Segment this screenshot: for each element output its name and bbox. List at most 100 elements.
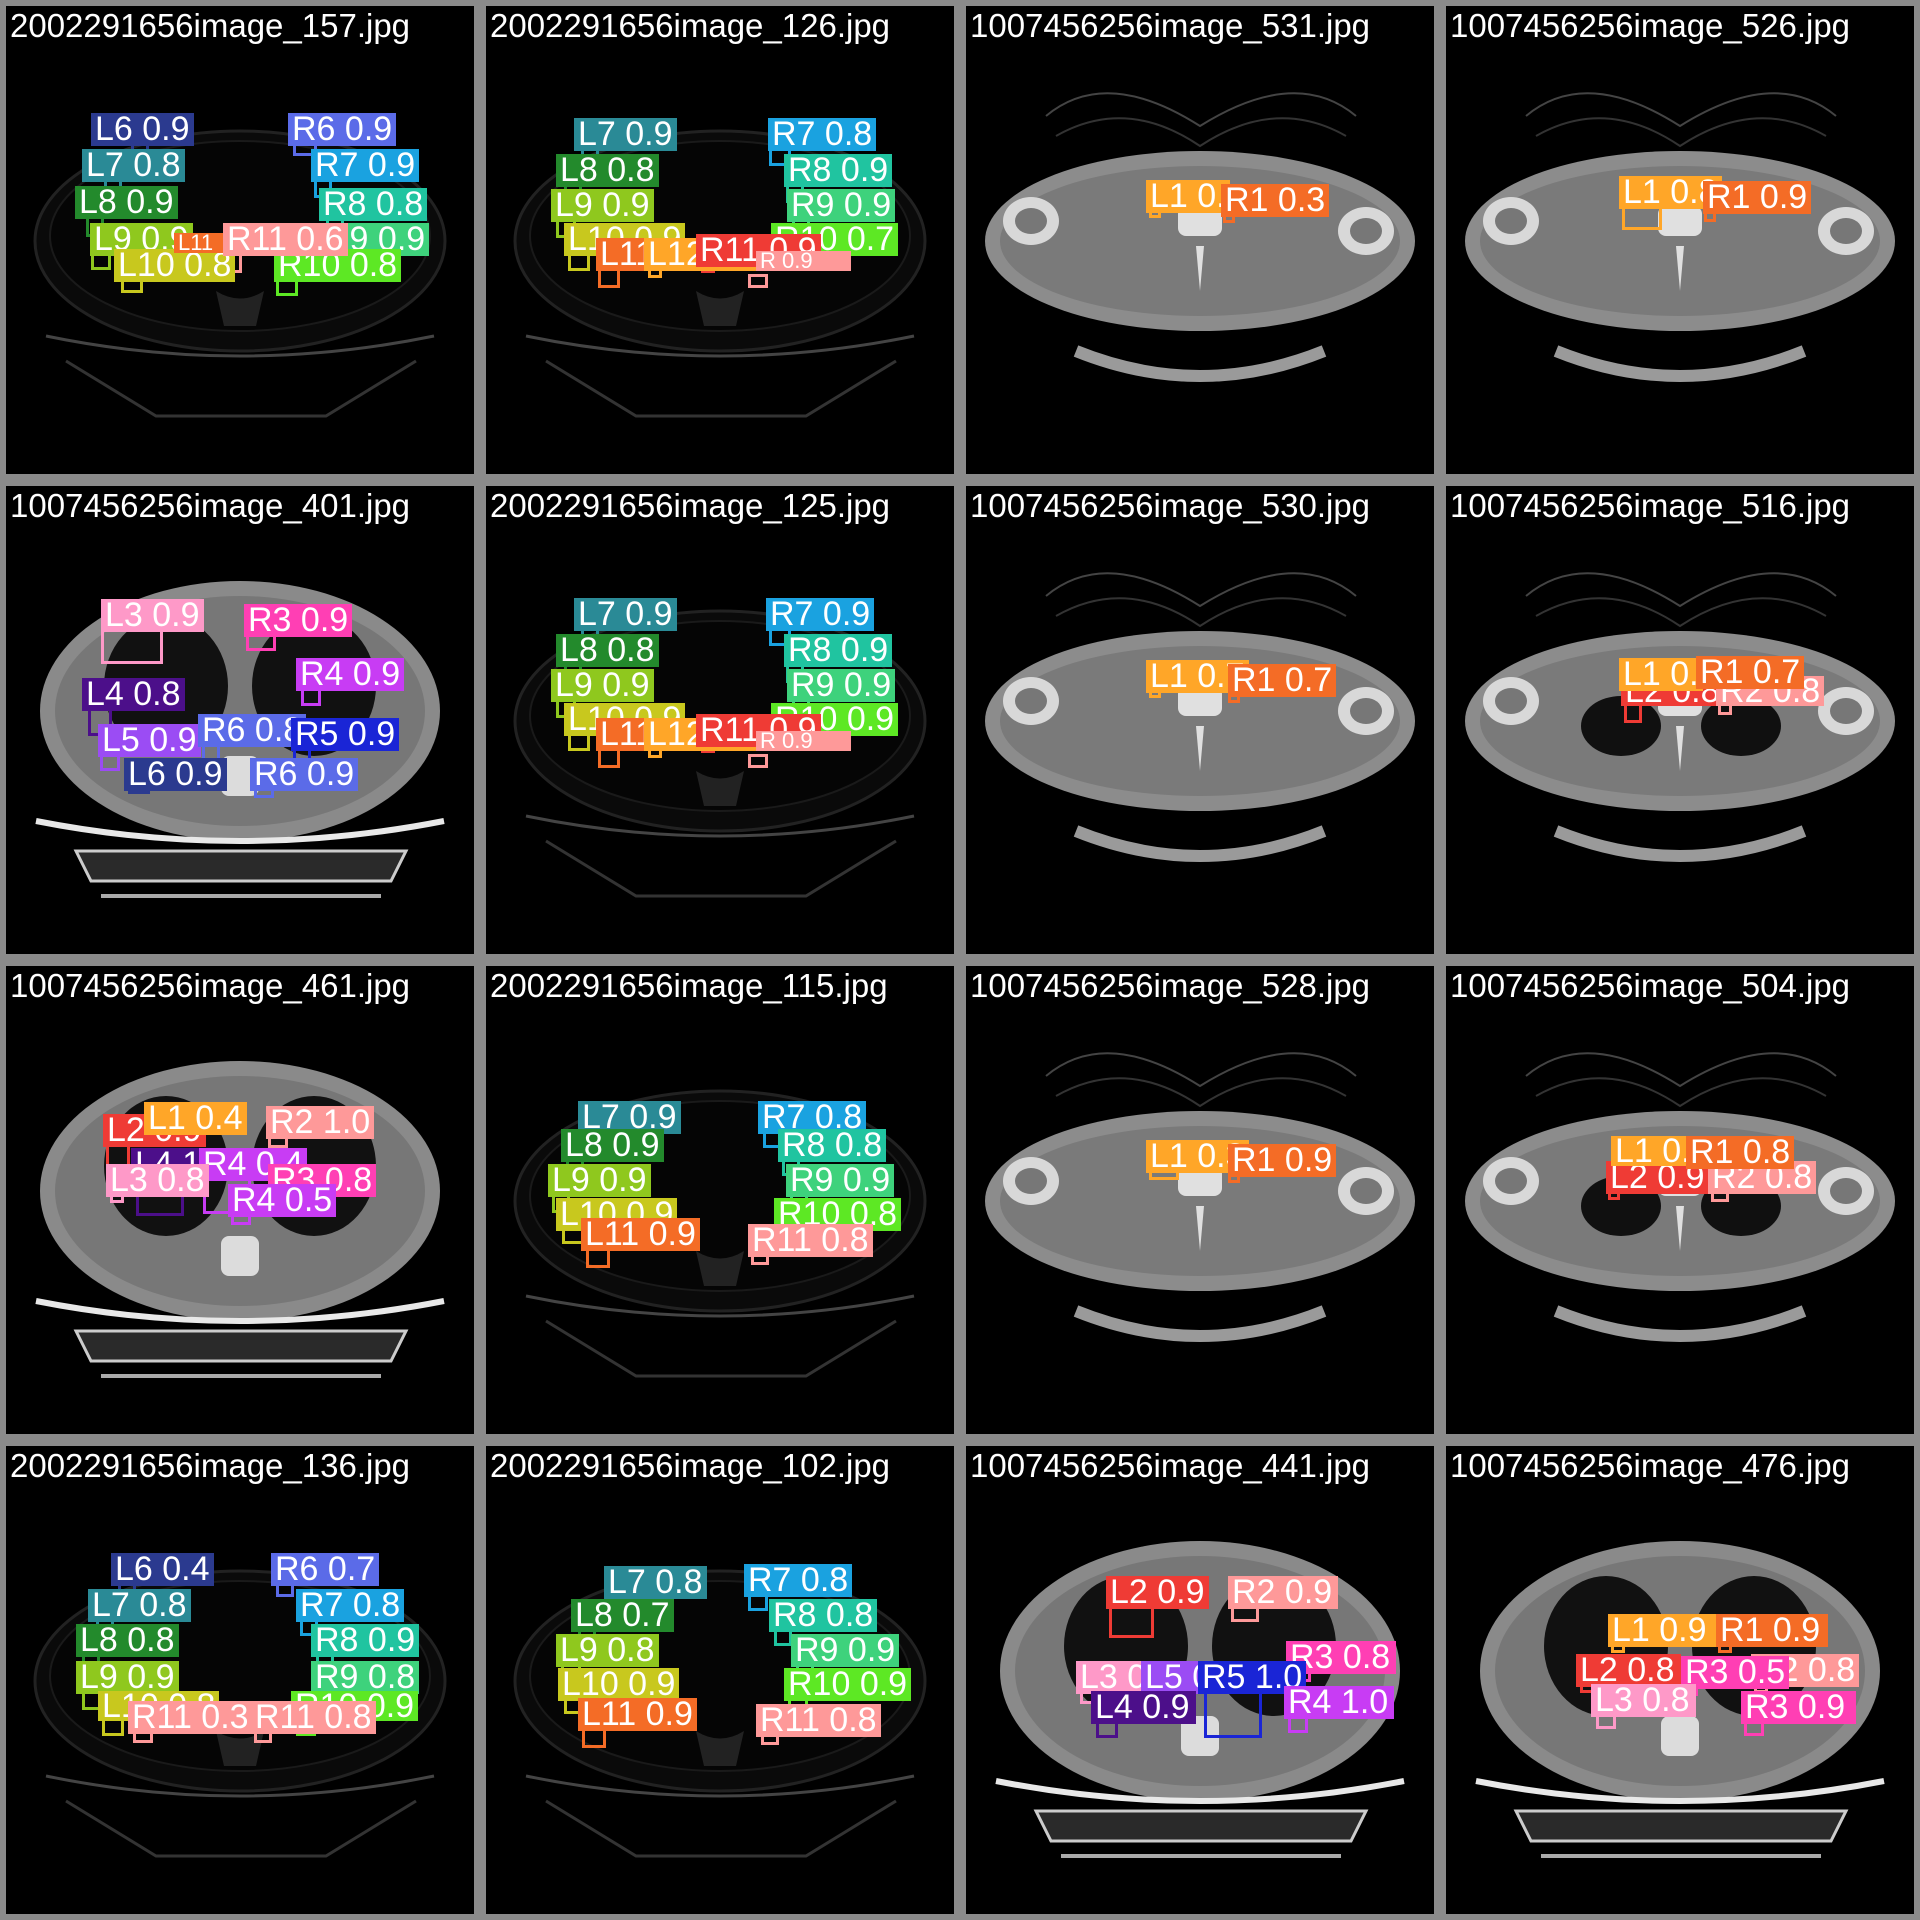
ct-scan-image	[1465, 1052, 1895, 1342]
detection-label: R10 0.9	[784, 1667, 912, 1701]
detection-label: L1 0.4	[144, 1101, 247, 1135]
scan-tile: 1007456256image_526.jpg L1 0.8 R1 0.9	[1446, 6, 1914, 474]
detection-label: R3 0.9	[1741, 1690, 1856, 1724]
detection-label: L11	[174, 232, 227, 254]
tile-filename: 2002291656image_126.jpg	[490, 7, 891, 44]
detection-label: R1 0.3	[1221, 183, 1330, 217]
detection-label: R6 0.9	[250, 757, 359, 791]
detection-label: R1 0.9	[1703, 180, 1812, 214]
detection-label: L2 0.8	[1576, 1653, 1681, 1687]
detection-label: R7 0.8	[768, 117, 877, 151]
detection-label: L8 0.9	[561, 1128, 664, 1162]
detection-label: R3 0.5	[1681, 1655, 1790, 1689]
detection-label: R7 0.8	[296, 1588, 405, 1622]
tile-filename: 2002291656image_115.jpg	[490, 967, 888, 1004]
detection-label: L9 0.9	[76, 1660, 179, 1694]
detection-label: R1 0.7	[1696, 655, 1805, 689]
tile-filename: 1007456256image_528.jpg	[970, 967, 1371, 1004]
detection-label: R8 0.9	[784, 153, 893, 187]
detection-label: L11 0.9	[578, 1697, 697, 1731]
scan-tile: 1007456256image_516.jpg L2 0.8 L1 0. R2 0.8…	[1446, 486, 1914, 954]
detection-label: R9 0.8	[311, 1660, 420, 1694]
detection-label: R11 0.8	[756, 1703, 881, 1737]
detection-label: R5 0.9	[291, 717, 400, 751]
detection-label: R6 0.9	[288, 112, 397, 146]
detection-label: R7 0.9	[311, 148, 420, 182]
detection-label: L9 0.9	[551, 188, 654, 222]
detection-box	[748, 274, 768, 288]
detection-label: L8 0.9	[75, 185, 178, 219]
detection-label: L3 0.8	[106, 1163, 209, 1197]
detection-label: L7 0.8	[88, 1588, 191, 1622]
scan-tile: 2002291656image_126.jpg L7 0.9 R7 0.8 L8 0.…	[486, 6, 954, 474]
detection-label: R1 0.8	[1686, 1135, 1795, 1169]
detection-label: R9 0.9	[787, 668, 896, 702]
detection-label: L9 0.8	[556, 1633, 659, 1667]
detection-label: R11 0.8	[251, 1700, 376, 1734]
ct-scan-image	[985, 92, 1415, 382]
detection-label: L6 0.9	[91, 112, 194, 146]
scan-tile: 2002291656image_125.jpg L7 0.9 R7 0.9 L8 0.…	[486, 486, 954, 954]
scan-tile: 1007456256image_531.jpg L1 0. R1 0.3	[966, 6, 1434, 474]
tile-filename: 1007456256image_526.jpg	[1450, 7, 1851, 44]
detection-label: L1 0.9	[1608, 1613, 1716, 1647]
detection-label: L4 0.8	[82, 677, 185, 711]
detection-label: R11 0.6	[223, 222, 348, 256]
detection-label: R7 0.8	[758, 1100, 867, 1134]
tile-filename: 1007456256image_441.jpg	[970, 1447, 1371, 1484]
ct-scan-image	[1465, 92, 1895, 382]
detection-label: R8 0.8	[778, 1128, 887, 1162]
detection-label: L10 0.8	[114, 248, 236, 282]
detection-label: L1 0.	[1619, 657, 1703, 691]
tile-filename: 1007456256image_530.jpg	[970, 487, 1371, 524]
tile-filename: 2002291656image_125.jpg	[490, 487, 891, 524]
detection-label: R9 0.9	[791, 1633, 900, 1667]
detection-label: R5 1.0	[1198, 1660, 1307, 1694]
detection-label: R1 0.7	[1228, 663, 1337, 697]
detection-label: R7 0.9	[766, 597, 875, 631]
detection-box	[748, 754, 768, 768]
detection-label: R7 0.8	[744, 1563, 853, 1597]
ct-scan-image	[985, 1052, 1415, 1342]
scan-tile: 1007456256image_476.jpg L1 0.9 R1 0.9 L2 0.…	[1446, 1446, 1914, 1914]
tile-filename: 2002291656image_157.jpg	[10, 7, 411, 44]
detection-label: R3 0.8	[1286, 1640, 1396, 1674]
detection-label: R11 0.3	[128, 1700, 253, 1734]
detection-label: L11 0.9	[581, 1217, 700, 1251]
detection-label: L9 0.9	[551, 668, 654, 702]
detection-label: R8 0.9	[311, 1623, 420, 1657]
detection-label: L7 0.9	[574, 117, 677, 151]
detection-label: L7 0.8	[604, 1565, 707, 1599]
detection-label: R 0.9	[756, 730, 851, 752]
tile-filename: 1007456256image_504.jpg	[1450, 967, 1851, 1004]
scan-tile: 1007456256image_401.jpg L3 0.9 R3 0.9 R4 0.…	[6, 486, 474, 954]
detection-label: L3 0.8	[1591, 1683, 1696, 1717]
scan-tile: 1007456256image_528.jpg L1 0.3 R1 0.9	[966, 966, 1434, 1434]
detection-label: L8 0.7	[571, 1598, 674, 1632]
ct-scan-image	[985, 572, 1415, 862]
detection-label: L10 0.9	[558, 1667, 680, 1701]
detection-label: R1 0.9	[1228, 1143, 1337, 1177]
tile-filename: 1007456256image_461.jpg	[10, 967, 411, 1004]
detection-label: R4 0.9	[296, 657, 405, 691]
detection-label: L7 0.8	[82, 148, 185, 182]
detection-label: L6 0.4	[111, 1552, 214, 1586]
scan-tile: 1007456256image_441.jpg L2 0.9 R2 0.9 R3 0.…	[966, 1446, 1434, 1914]
tile-filename: 2002291656image_136.jpg	[10, 1447, 411, 1484]
scan-tile: 1007456256image_530.jpg L1 0.7 R1 0.7	[966, 486, 1434, 954]
detection-label: L1 0.	[1611, 1134, 1695, 1168]
detection-label: L9 0.9	[548, 1163, 651, 1197]
detection-label: L2 0.9	[1106, 1575, 1209, 1609]
detection-label: R8 0.9	[784, 633, 893, 667]
detection-label: R2 1.0	[266, 1105, 375, 1139]
detection-label: R4 0.5	[228, 1183, 337, 1217]
tile-filename: 1007456256image_401.jpg	[10, 487, 411, 524]
detection-label: L5 0.9	[98, 723, 201, 757]
detection-label: R4 1.0	[1284, 1685, 1394, 1719]
detection-label: R8 0.8	[319, 187, 428, 221]
detection-label: L4 0.9	[1091, 1690, 1196, 1724]
detection-label: R6 0.7	[271, 1552, 380, 1586]
tile-filename: 1007456256image_476.jpg	[1450, 1447, 1851, 1484]
